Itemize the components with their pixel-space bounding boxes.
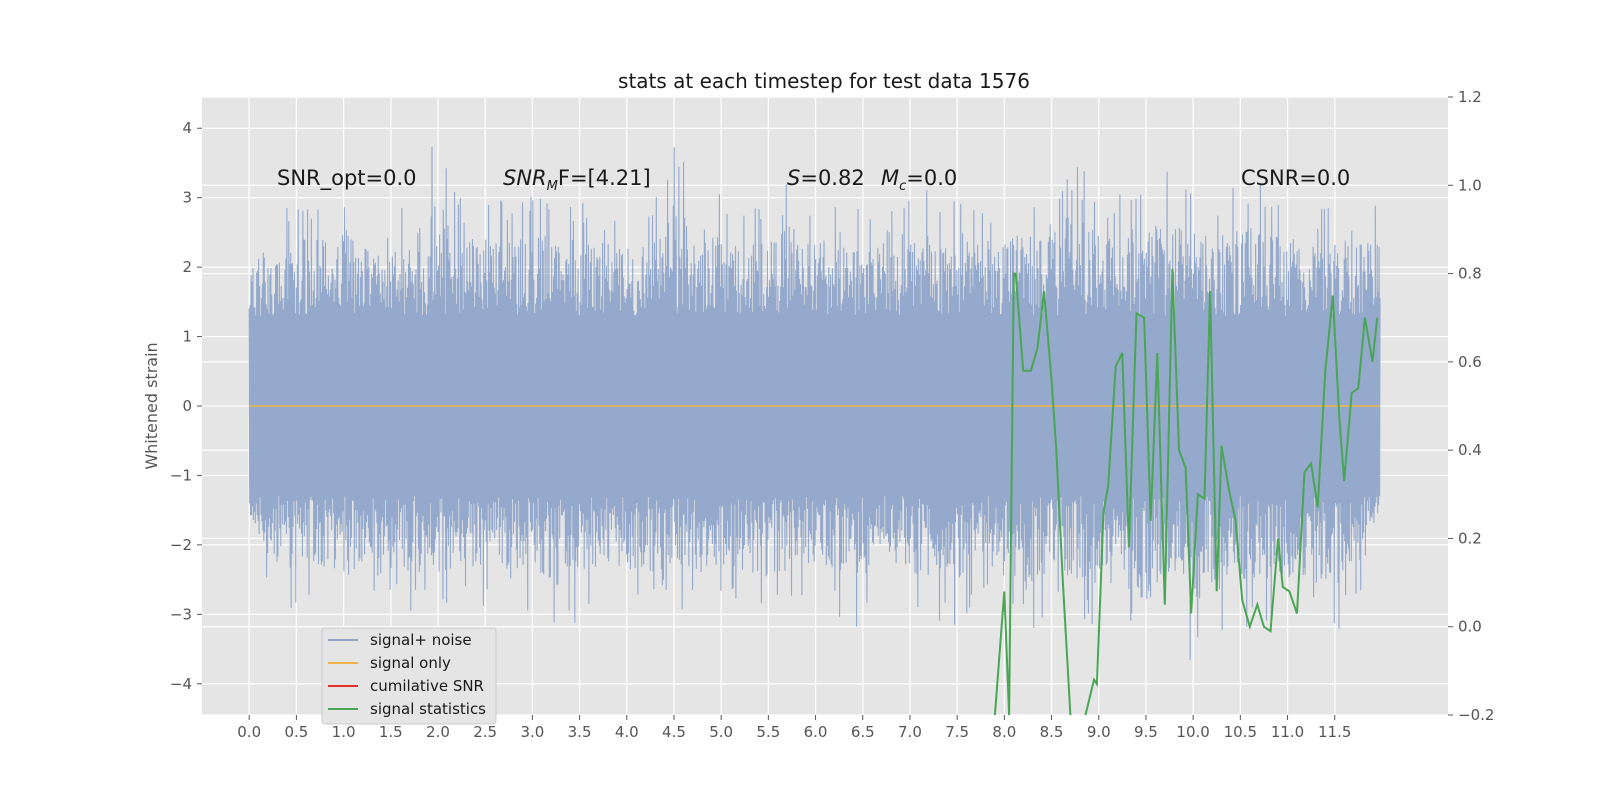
- signal-statistics-line: [993, 269, 1379, 715]
- y-tick-label: 3: [182, 189, 192, 207]
- y-tick-label: 4: [182, 119, 192, 137]
- y2-tick-label: 0.4: [1458, 441, 1482, 459]
- line-series: [249, 269, 1381, 715]
- x-tick-label: 10.5: [1224, 723, 1257, 741]
- y-tick-label: −3: [170, 605, 192, 623]
- x-tick-label: 1.5: [379, 723, 403, 741]
- y2-tick-label: 0.6: [1458, 353, 1482, 371]
- y-axis-label: Whitened strain: [142, 342, 161, 469]
- x-tick-label: 4.5: [662, 723, 686, 741]
- y-tick-label: 2: [182, 258, 192, 276]
- y2-tick-label: −0.2: [1458, 706, 1494, 724]
- x-tick-label: 0.0: [237, 723, 261, 741]
- annotation-csnr: CSNR=0.0: [1241, 166, 1350, 190]
- legend-label-signal-noise: signal+ noise: [370, 631, 472, 649]
- y2-tick-label: 0.2: [1458, 529, 1482, 547]
- annotation-snr-mf-sub: M: [547, 179, 558, 194]
- y2-tick-label: 1.2: [1458, 88, 1482, 106]
- annotation-mc: Mc=0.0: [881, 166, 957, 194]
- x-tick-label: 2.0: [426, 723, 450, 741]
- y-tick-label: 0: [182, 397, 192, 415]
- x-tick-label: 3.5: [568, 723, 592, 741]
- x-tick-label: 9.5: [1134, 723, 1158, 741]
- x-tick-label: 8.0: [992, 723, 1016, 741]
- y2-tick-label: 0.0: [1458, 618, 1482, 636]
- legend-box: [321, 627, 497, 725]
- x-tick-label: 7.5: [945, 723, 969, 741]
- x-tick-label: 10.0: [1176, 723, 1209, 741]
- annotation-mc-symbol: M: [881, 166, 899, 190]
- x-tick-label: 5.0: [709, 723, 733, 741]
- x-tick-label: 6.0: [804, 723, 828, 741]
- x-tick-label: 9.0: [1087, 723, 1111, 741]
- x-tick-label: 3.0: [520, 723, 544, 741]
- signal-noise-line: [248, 146, 1381, 660]
- annotation-mc-sub: c: [899, 179, 906, 194]
- annotation-mc-value: =0.0: [906, 166, 957, 190]
- legend-label-signal-only: signal only: [370, 654, 451, 672]
- y-tick-label: −4: [170, 675, 192, 693]
- legend-label-signal-statistics: signal statistics: [370, 700, 486, 718]
- x-tick-label: 6.5: [851, 723, 875, 741]
- x-tick-label: 1.0: [332, 723, 356, 741]
- annotation-s: S=0.82: [787, 166, 865, 190]
- x-tick-label: 7.0: [898, 723, 922, 741]
- chart-title: stats at each timestep for test data 157…: [618, 69, 1030, 93]
- annotation-snr-mf-tail: F=[4.21]: [558, 166, 651, 190]
- x-tick-label: 5.5: [756, 723, 780, 741]
- annotation-snr-mf-main: SNR: [503, 166, 547, 190]
- x-tick-label: 11.5: [1318, 723, 1351, 741]
- x-tick-label: 0.5: [284, 723, 308, 741]
- x-tick-label: 2.5: [473, 723, 497, 741]
- x-tick-label: 11.0: [1271, 723, 1304, 741]
- x-tick-label: 4.0: [615, 723, 639, 741]
- y2-tick-label: 0.8: [1458, 265, 1482, 283]
- x-tick-label: 8.5: [1040, 723, 1064, 741]
- axis-ticks: 0.0 0.5 1.0 1.5 2.0 2.5 3.0 3.5 4.0 4.5 5.0 5.5 6.0 6…: [170, 88, 1495, 741]
- y2-tick-label: 1.0: [1458, 176, 1482, 194]
- y-tick-label: −2: [170, 536, 192, 554]
- y-tick-label: 1: [182, 328, 192, 346]
- annotation-s-value: =0.82: [800, 166, 864, 190]
- annotation-snr-opt: SNR_opt=0.0: [277, 166, 417, 191]
- annotation-snr-mf: SNRMF=[4.21]: [503, 166, 651, 194]
- annotation-s-symbol: S: [787, 166, 800, 190]
- legend: signal+ noise signal only cumilative SNR…: [321, 627, 497, 725]
- y-tick-label: −1: [170, 466, 192, 484]
- signal-noise-series: [248, 146, 1381, 660]
- legend-label-cumulative-snr: cumilative SNR: [370, 677, 484, 695]
